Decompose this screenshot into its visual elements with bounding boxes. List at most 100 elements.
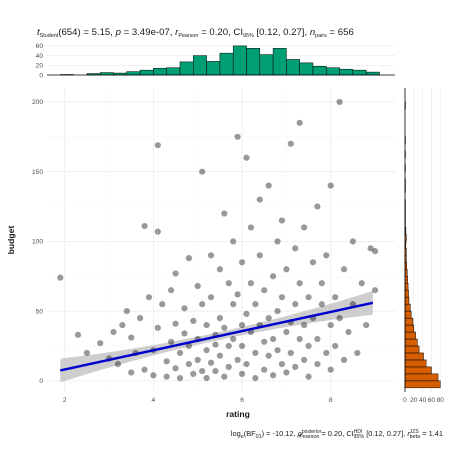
x-tick-label: 2 <box>63 397 67 404</box>
side-hist-tick-label: 0 <box>403 397 407 404</box>
data-point <box>345 329 351 335</box>
data-point <box>341 357 347 363</box>
data-point <box>323 252 329 258</box>
y-tick-label: 0 <box>39 378 43 385</box>
data-point <box>190 371 196 377</box>
top-hist-bar <box>180 62 193 75</box>
data-point <box>84 350 90 356</box>
data-point <box>305 374 311 380</box>
top-hist-bar <box>140 70 153 75</box>
data-point <box>297 336 303 342</box>
data-point <box>239 343 245 349</box>
top-hist-bar <box>167 68 180 75</box>
data-point <box>195 283 201 289</box>
data-point <box>243 361 249 367</box>
top-hist-tick-label: 40 <box>36 53 44 60</box>
data-point <box>168 339 174 345</box>
data-point <box>332 343 338 349</box>
top-hist-bar <box>260 55 273 75</box>
y-tick-label: 200 <box>32 99 43 106</box>
data-point <box>128 369 134 375</box>
data-point <box>239 259 245 265</box>
data-point <box>137 315 143 321</box>
top-hist-bar <box>207 61 220 75</box>
regression-line <box>60 303 373 371</box>
data-point <box>301 224 307 230</box>
data-point <box>155 142 161 148</box>
data-point <box>372 248 378 254</box>
data-point <box>226 280 232 286</box>
top-hist-bar <box>353 70 366 75</box>
top-hist-bar <box>273 48 286 75</box>
data-point <box>297 280 303 286</box>
data-point <box>239 371 245 377</box>
data-point <box>97 340 103 346</box>
data-point <box>217 315 223 321</box>
data-point <box>248 224 254 230</box>
data-point <box>221 325 227 331</box>
data-point <box>57 275 63 281</box>
side-hist-bar <box>405 360 426 367</box>
top-hist-bar <box>233 46 246 75</box>
data-point <box>252 350 258 356</box>
data-point <box>279 294 285 300</box>
data-point <box>230 238 236 244</box>
data-point <box>230 301 236 307</box>
data-point <box>217 266 223 272</box>
data-point <box>226 364 232 370</box>
chart-title: tStudent(654) = 5.15, p = 3.49e-07, rPea… <box>37 27 354 39</box>
data-point <box>332 294 338 300</box>
data-point <box>252 375 258 381</box>
data-point <box>319 301 325 307</box>
data-point <box>261 287 267 293</box>
data-point <box>261 367 267 373</box>
side-hist-tick-label: 20 <box>410 397 418 404</box>
data-point <box>235 357 241 363</box>
data-point <box>235 134 241 140</box>
data-point <box>288 350 294 356</box>
x-tick-label: 8 <box>329 397 333 404</box>
side-hist-bar <box>405 304 410 311</box>
data-point <box>297 120 303 126</box>
side-hist-bar <box>405 374 438 381</box>
side-hist-bar <box>405 283 408 290</box>
data-point <box>266 353 272 359</box>
data-point <box>199 301 205 307</box>
side-hist-bar <box>405 311 411 318</box>
data-point <box>354 350 360 356</box>
data-point <box>301 357 307 363</box>
data-point <box>266 183 272 189</box>
side-hist-tick-label: 60 <box>428 397 436 404</box>
data-point <box>336 315 342 321</box>
data-point <box>203 322 209 328</box>
y-tick-label: 100 <box>32 239 43 246</box>
data-point <box>252 301 258 307</box>
data-point <box>199 368 205 374</box>
top-hist-tick-label: 60 <box>36 43 44 50</box>
data-point <box>186 361 192 367</box>
data-point <box>359 280 365 286</box>
data-point <box>292 364 298 370</box>
data-point <box>372 287 378 293</box>
data-point <box>172 270 178 276</box>
data-point <box>270 273 276 279</box>
data-point <box>270 336 276 342</box>
top-hist-bar <box>313 66 326 75</box>
top-hist-bar <box>153 68 166 75</box>
data-point <box>155 325 161 331</box>
data-point <box>314 203 320 209</box>
data-point <box>199 169 205 175</box>
side-hist-bar <box>405 367 431 374</box>
data-point <box>328 322 334 328</box>
top-hist-bar <box>340 69 353 75</box>
side-hist-tick-label: 40 <box>419 397 427 404</box>
x-tick-label: 6 <box>240 397 244 404</box>
side-hist-bar <box>405 381 440 388</box>
data-point <box>164 374 170 380</box>
data-point <box>208 252 214 258</box>
data-point <box>208 294 214 300</box>
